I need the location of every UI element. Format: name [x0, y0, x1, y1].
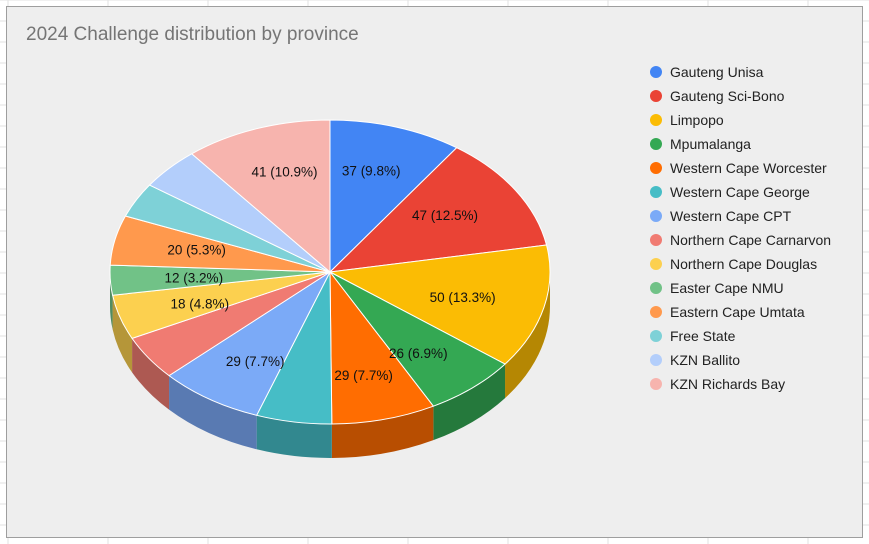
pie-data-labels: 37 (9.8%) 47 (12.5%) 50 (13.3%) 26 (6.9%) 29…	[165, 164, 496, 384]
legend-label: Northern Cape Douglas	[670, 256, 818, 272]
legend-label: Gauteng Unisa	[670, 64, 764, 80]
legend-item[interactable]: KZN Ballito	[650, 348, 850, 372]
legend-item[interactable]: KZN Richards Bay	[650, 372, 850, 396]
legend-item[interactable]: Western Cape George	[650, 180, 850, 204]
pie-data-label: 26 (6.9%)	[389, 346, 448, 361]
legend-item[interactable]: Easter Cape NMU	[650, 276, 850, 300]
legend-swatch	[650, 306, 662, 318]
chart-legend: Gauteng Unisa Gauteng Sci-Bono Limpopo Mpum…	[650, 60, 850, 396]
legend-swatch	[650, 210, 662, 222]
legend-swatch	[650, 114, 662, 126]
legend-label: Gauteng Sci-Bono	[670, 88, 785, 104]
pie-slice-limpopo[interactable]	[329, 244, 551, 365]
pie-data-label: 29 (7.7%)	[226, 354, 285, 369]
legend-label: Western Cape Worcester	[670, 160, 827, 176]
pie-data-label: 20 (5.3%)	[167, 243, 226, 258]
legend-label: KZN Richards Bay	[670, 376, 786, 392]
legend-swatch	[650, 66, 662, 78]
legend-item[interactable]: Western Cape Worcester	[650, 156, 850, 180]
legend-label: Limpopo	[670, 112, 724, 128]
pie-data-label: 41 (10.9%)	[251, 165, 317, 180]
legend-label: Free State	[670, 328, 736, 344]
legend-label: Northern Cape Carnarvon	[670, 232, 832, 248]
pie-slice-western-cape-cpt[interactable]	[168, 271, 331, 416]
legend-swatch	[650, 330, 662, 342]
pie-data-label: 18 (4.8%)	[171, 297, 230, 312]
pie-data-label: 29 (7.7%)	[334, 368, 393, 383]
pie-side-northern-cape-douglas	[112, 295, 133, 373]
legend-swatch	[650, 282, 662, 294]
legend-label: Mpumalanga	[670, 136, 751, 152]
legend-swatch	[650, 186, 662, 198]
pie-slice-kzn-richards-bay[interactable]	[191, 119, 331, 273]
legend-label: Western Cape George	[670, 184, 810, 200]
pie-side-mpumalanga	[433, 364, 506, 441]
pie-side-western-cape-cpt	[169, 375, 257, 450]
legend-swatch	[650, 90, 662, 102]
chart-title: 2024 Challenge distribution by province	[26, 24, 359, 45]
legend-label: Eastern Cape Umtata	[670, 304, 805, 320]
legend-item[interactable]: Northern Cape Douglas	[650, 252, 850, 276]
pie-slice-gauteng-unisa[interactable]	[329, 119, 458, 273]
pie-data-label: 50 (13.3%)	[430, 290, 496, 305]
pie-top-slices	[109, 119, 551, 425]
legend-item[interactable]: Northern Cape Carnarvon	[650, 228, 850, 252]
pie-side-northern-cape-carnarvon	[132, 338, 170, 410]
legend-item[interactable]: Mpumalanga	[650, 132, 850, 156]
legend-item[interactable]: Gauteng Unisa	[650, 60, 850, 84]
pie-data-label: 12 (3.2%)	[165, 271, 224, 286]
pie-slice-western-cape-worcester[interactable]	[329, 271, 434, 425]
pie-side-western-cape-george	[256, 415, 332, 458]
legend-swatch	[650, 354, 662, 366]
pie-side-limpopo	[505, 272, 550, 399]
legend-swatch	[650, 138, 662, 150]
pie-side-walls	[110, 272, 550, 458]
legend-label: Western Cape CPT	[670, 208, 792, 224]
legend-item[interactable]: Limpopo	[650, 108, 850, 132]
pie-data-label: 47 (12.5%)	[412, 208, 478, 223]
legend-item[interactable]: Eastern Cape Umtata	[650, 300, 850, 324]
legend-label: Easter Cape NMU	[670, 280, 784, 296]
legend-item[interactable]: Gauteng Sci-Bono	[650, 84, 850, 108]
legend-label: KZN Ballito	[670, 352, 741, 368]
legend-item[interactable]: Western Cape CPT	[650, 204, 850, 228]
legend-swatch	[650, 378, 662, 390]
legend-swatch	[650, 162, 662, 174]
legend-item[interactable]: Free State	[650, 324, 850, 348]
legend-swatch	[650, 258, 662, 270]
pie-data-label: 37 (9.8%)	[342, 164, 401, 179]
legend-swatch	[650, 234, 662, 246]
pie-slice-gauteng-sci-bono[interactable]	[329, 147, 548, 273]
pie-side-western-cape-worcester	[331, 406, 434, 458]
